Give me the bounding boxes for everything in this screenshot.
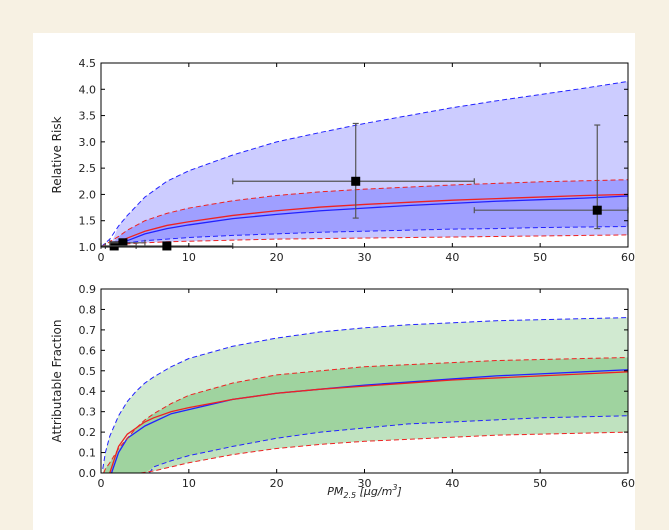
x-tick-label: 20 (270, 477, 284, 490)
y-tick-label: 0.8 (79, 303, 97, 316)
x-axis-label: PM2.5 [μg/m3] (327, 483, 401, 500)
relative-risk-ticks: 0 10 20 30 40 50 60 1.0 1.5 2.0 2.5 3.0 3.5 4.0 4.5 (79, 57, 636, 264)
chart-figure: 0 10 20 30 40 50 60 1.0 1.5 2.0 2.5 3.0 3.5 4.0 4.5 Re… (50, 57, 635, 500)
p0-series-line-2 (100, 80, 629, 248)
relative-risk-bands (109, 81, 629, 248)
y-tick-label: 4.0 (79, 83, 97, 96)
y-tick-label: 0.0 (79, 467, 97, 480)
x-tick-label: 40 (445, 477, 459, 490)
y-tick-label: 0.6 (79, 344, 97, 357)
x-tick-label: 60 (621, 251, 635, 264)
y-tick-label: 2.0 (79, 188, 97, 201)
p1-series-line-5 (140, 431, 629, 474)
x-tick-label: 30 (358, 251, 372, 264)
y-tick-label: 0.1 (79, 447, 97, 460)
p1-series-line-2 (102, 317, 629, 469)
data-point-marker (351, 176, 361, 186)
x-tick-label: 0 (98, 477, 105, 490)
relative-risk-y-axis-label: Relative Risk (50, 116, 64, 193)
y-tick-label: 0.7 (79, 324, 97, 337)
data-point-3 (232, 122, 475, 219)
attributable-fraction-bands (102, 317, 629, 473)
y-tick-label: 0.5 (79, 365, 97, 378)
data-point-1 (109, 238, 146, 248)
x-tick-label: 50 (533, 477, 547, 490)
p0-series-line-1 (109, 193, 629, 248)
x-tick-label: 10 (182, 251, 196, 264)
p0-confidence-band-1 (109, 179, 629, 247)
y-tick-label: 0.2 (79, 426, 97, 439)
y-tick-label: 3.5 (79, 110, 97, 123)
x-tick-label: 50 (533, 251, 547, 264)
x-tick-label: 10 (182, 477, 196, 490)
y-tick-label: 0.9 (79, 283, 97, 296)
y-tick-label: 3.0 (79, 136, 97, 149)
x-tick-label: 0 (98, 251, 105, 264)
y-tick-label: 0.4 (79, 385, 97, 398)
p1-series-line-1 (109, 371, 629, 474)
p1-series-line-3 (148, 415, 629, 474)
x-tick-label: 40 (445, 251, 459, 264)
data-point-marker (592, 205, 602, 215)
attributable-fraction-panel: 0 10 20 30 40 50 60 0.0 0.1 0.2 0.3 0.4 0.5 0.6 0.7 0.8… (50, 283, 635, 500)
p0-series-line-3 (109, 225, 629, 248)
data-point-marker (118, 238, 128, 248)
x-tick-label: 60 (621, 477, 635, 490)
figure-panel: 0 10 20 30 40 50 60 1.0 1.5 2.0 2.5 3.0 3.5 4.0 4.5 Re… (33, 33, 635, 530)
p1-confidence-band-0 (102, 317, 629, 473)
attributable-fraction-ticks: 0 10 20 30 40 50 60 0.0 0.1 0.2 0.3 0.4 0.5 0.6 0.7 0.8… (79, 283, 636, 490)
y-tick-label: 4.5 (79, 57, 97, 70)
relative-risk-series (100, 80, 629, 248)
y-tick-label: 1.5 (79, 215, 97, 228)
y-tick-label: 0.3 (79, 406, 97, 419)
attributable-fraction-y-axis-label: Attributable Fraction (50, 319, 64, 442)
p0-confidence-band-0 (109, 81, 629, 248)
y-tick-label: 1.0 (79, 241, 97, 254)
x-tick-label: 20 (270, 251, 284, 264)
relative-risk-panel: 0 10 20 30 40 50 60 1.0 1.5 2.0 2.5 3.0 3.5 4.0 4.5 Re… (50, 57, 635, 264)
attributable-fraction-series (102, 317, 629, 474)
p0-series-line-0 (109, 195, 629, 248)
p1-series-line-4 (103, 356, 629, 474)
x-tick-label: 30 (358, 477, 372, 490)
p1-confidence-band-1 (102, 357, 629, 473)
y-tick-label: 2.5 (79, 162, 97, 175)
data-point-marker (162, 241, 172, 251)
p0-series-line-4 (100, 179, 629, 248)
